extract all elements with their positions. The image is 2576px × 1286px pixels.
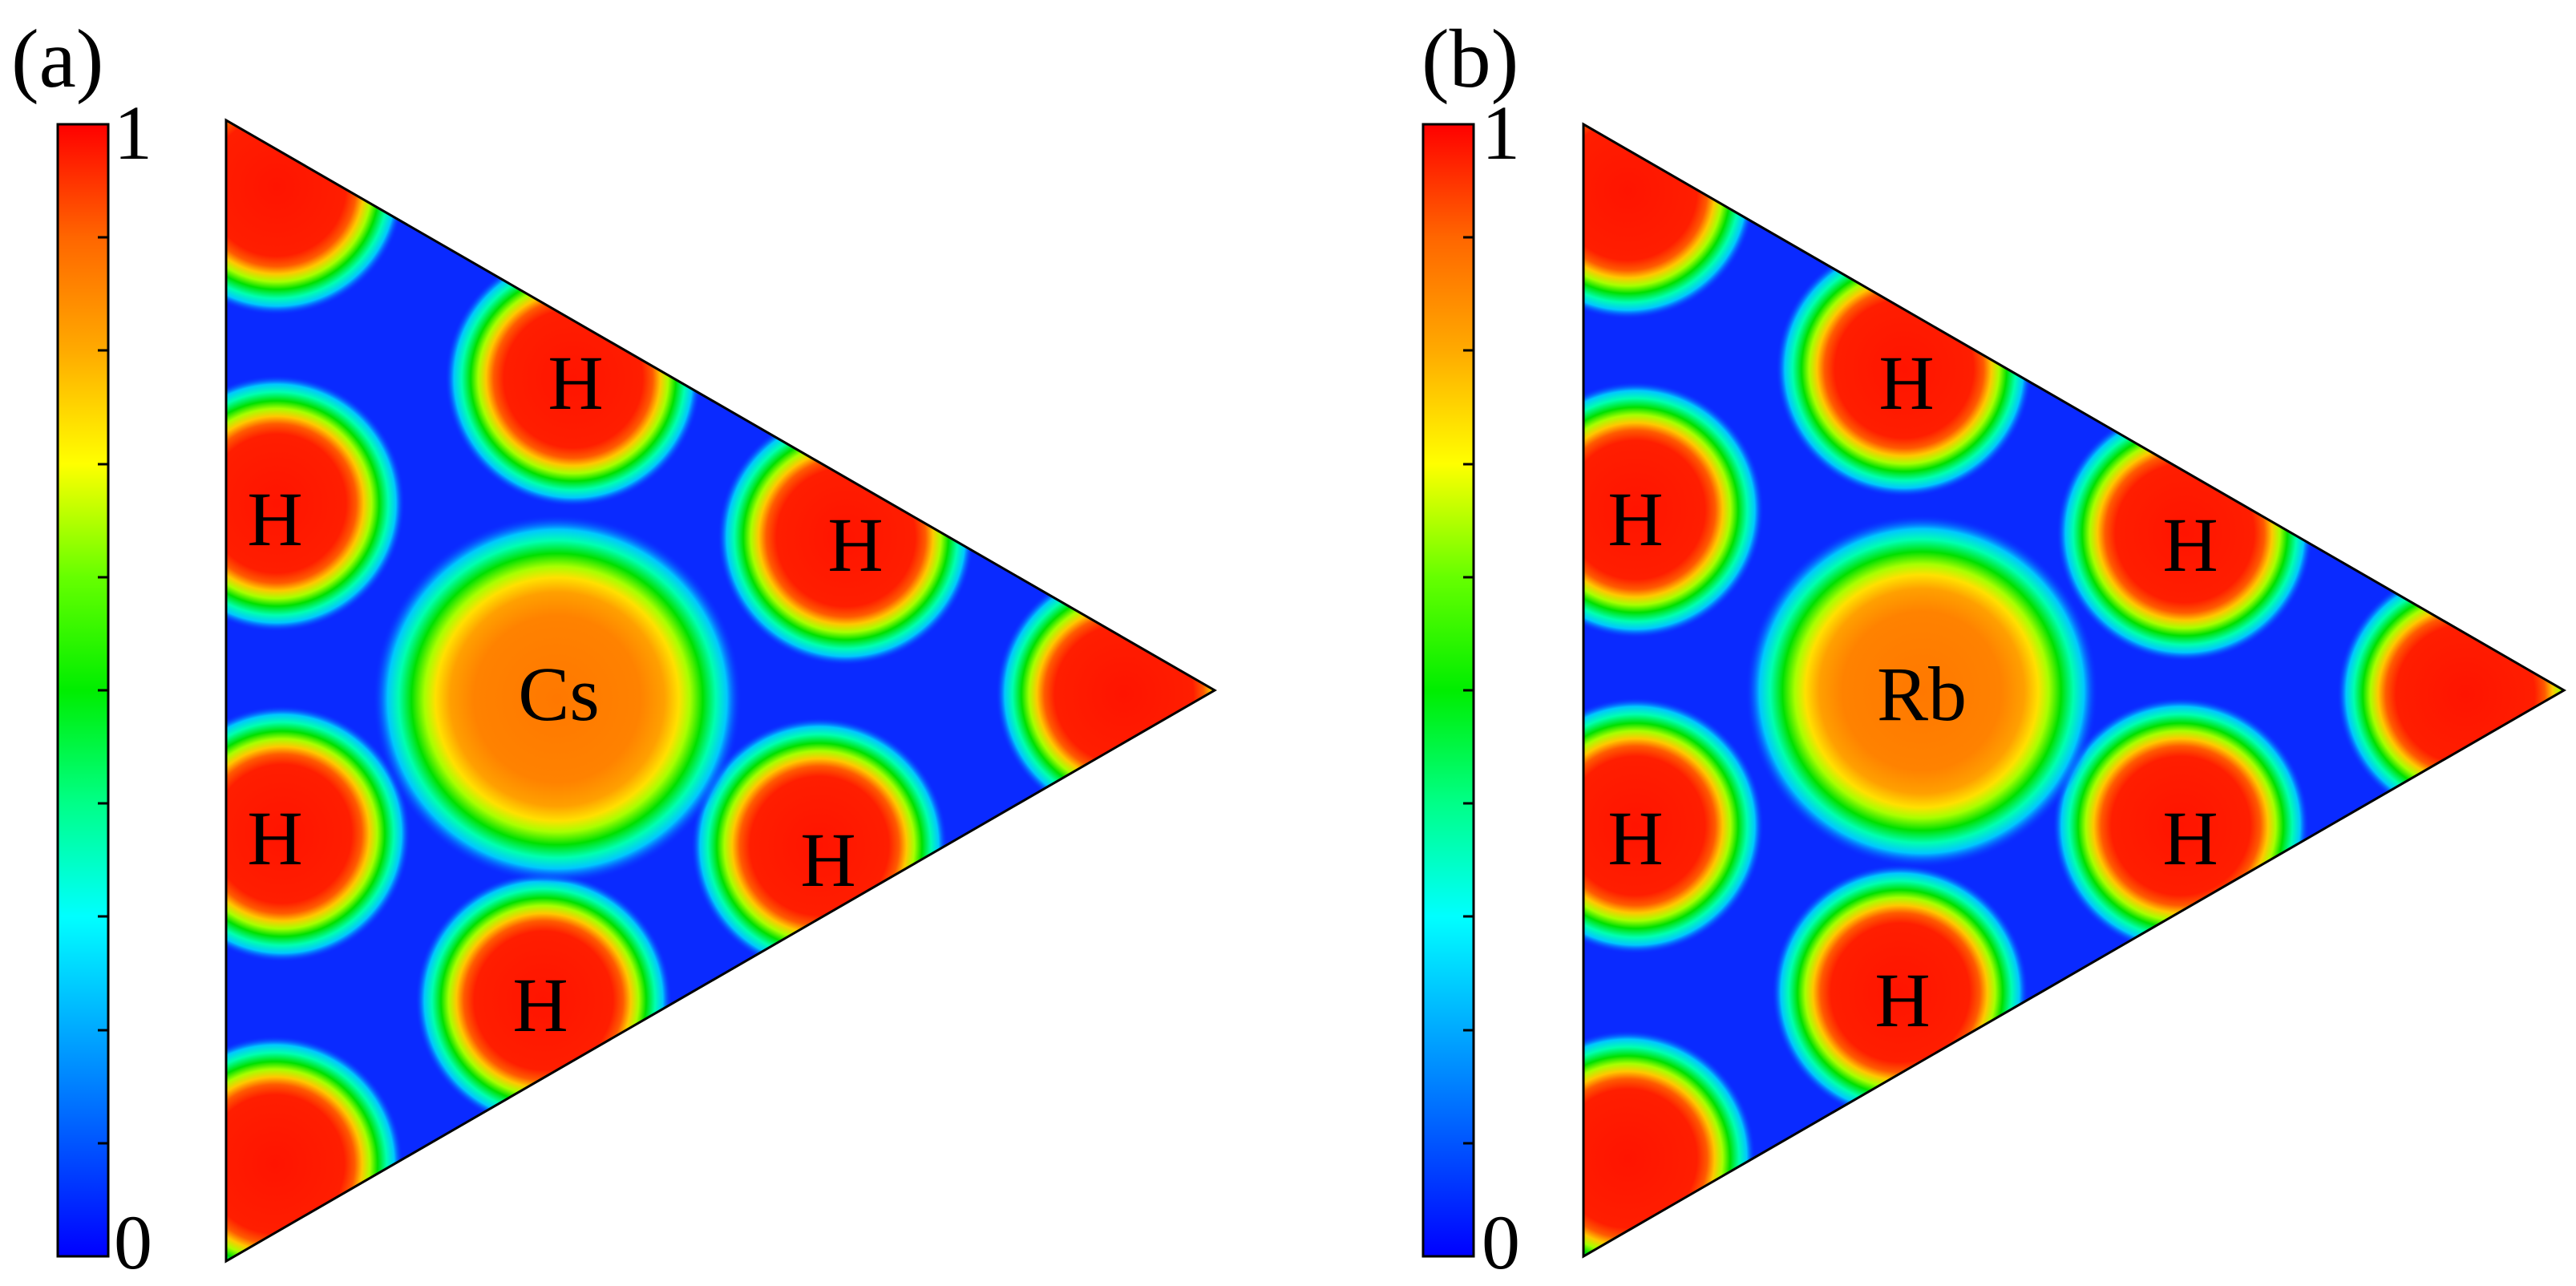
h-atom-label: H	[827, 502, 883, 588]
triangle-outline-b	[1582, 122, 2567, 1259]
h-atom-label: H	[548, 340, 603, 426]
colorbar-a: 1 0	[56, 90, 152, 1285]
h-atom-label: H	[800, 817, 855, 903]
density-map-a: H H H H H H Cs	[224, 118, 1218, 1264]
density-map-b: H H H H H H Rb	[1582, 122, 2567, 1259]
center-atom-label-a: Cs	[518, 651, 599, 737]
h-atom-label: H	[1874, 957, 1930, 1043]
colorbar-max-label-b: 1	[1482, 90, 1520, 176]
triangle-outline-a	[224, 118, 1218, 1264]
h-atom-density	[1583, 382, 1764, 638]
corner-atom-right-a	[996, 566, 1215, 823]
h-atom-label: H	[1607, 795, 1663, 881]
h-atom-label: H	[2162, 795, 2218, 881]
h-atom-label: H	[247, 795, 302, 881]
panel-a: (a) 1 0	[11, 13, 1218, 1285]
h-atom-label: H	[1607, 476, 1663, 562]
h-atom-label: H	[1878, 340, 1934, 426]
panel-label-a: (a)	[11, 13, 103, 105]
corner-atom-top-b	[1583, 124, 1756, 319]
center-atom-label-b: Rb	[1877, 651, 1967, 737]
corner-atom-bottom-a	[226, 1036, 403, 1261]
h-atom-density	[1583, 698, 1764, 954]
h-atom-label: H	[2162, 502, 2218, 588]
center-atom-density-b	[1745, 515, 2098, 867]
panel-b: (b) 1 0	[1421, 13, 2567, 1285]
h-atom-density	[226, 375, 405, 632]
corner-atom-top-a	[226, 120, 405, 315]
center-atom-density-a	[373, 515, 742, 884]
corner-atom-bottom-b	[1583, 1030, 1756, 1256]
h-atom-label: H	[247, 476, 302, 562]
h-atom-density	[226, 706, 410, 962]
colorbar-min-label-a: 0	[114, 1199, 152, 1282]
panel-label-b: (b)	[1421, 13, 1519, 105]
colorbar-b: 1 0	[1421, 90, 1520, 1285]
colorbar-min-label-b: 0	[1482, 1199, 1520, 1282]
colorbar-max-label-a: 1	[114, 90, 152, 176]
h-atom-label: H	[512, 962, 568, 1048]
